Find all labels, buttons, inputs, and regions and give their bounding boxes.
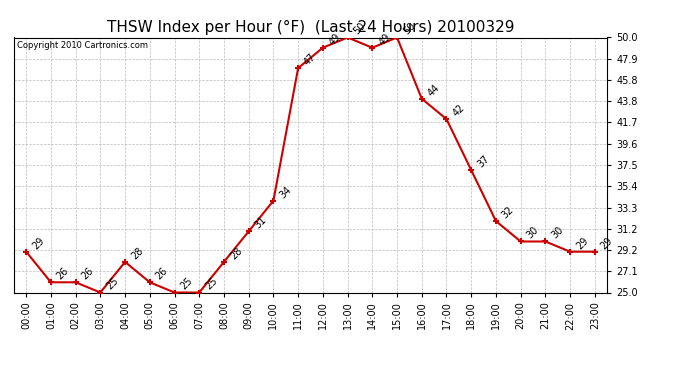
Text: 28: 28: [129, 245, 145, 261]
Text: 50: 50: [352, 21, 368, 37]
Text: 26: 26: [80, 266, 96, 282]
Text: Copyright 2010 Cartronics.com: Copyright 2010 Cartronics.com: [17, 41, 148, 50]
Text: 26: 26: [55, 266, 71, 282]
Text: 47: 47: [302, 51, 318, 68]
Text: 32: 32: [500, 204, 516, 220]
Text: 25: 25: [204, 276, 219, 292]
Text: 30: 30: [549, 225, 565, 241]
Text: 49: 49: [327, 31, 343, 47]
Text: 50: 50: [401, 21, 417, 37]
Text: 29: 29: [599, 235, 615, 251]
Text: 44: 44: [426, 82, 442, 98]
Text: 49: 49: [377, 31, 392, 47]
Text: 29: 29: [30, 235, 46, 251]
Text: 37: 37: [475, 153, 491, 170]
Text: 28: 28: [228, 245, 244, 261]
Text: 34: 34: [277, 184, 293, 200]
Text: 25: 25: [179, 276, 195, 292]
Text: 29: 29: [574, 235, 590, 251]
Text: 25: 25: [104, 276, 121, 292]
Text: 31: 31: [253, 215, 268, 231]
Text: 30: 30: [525, 225, 540, 241]
Title: THSW Index per Hour (°F)  (Last 24 Hours) 20100329: THSW Index per Hour (°F) (Last 24 Hours)…: [107, 20, 514, 35]
Text: 42: 42: [451, 102, 466, 118]
Text: 26: 26: [154, 266, 170, 282]
